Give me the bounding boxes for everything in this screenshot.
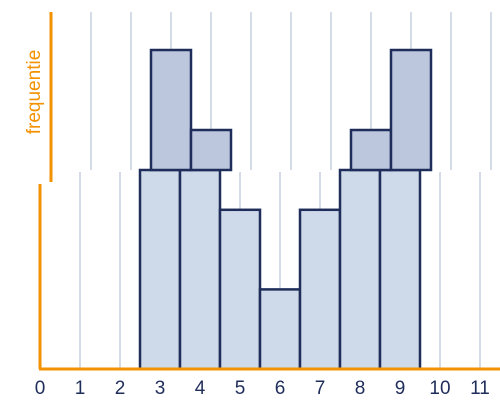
- axes: [38, 12, 500, 371]
- x-tick-label: 3: [155, 378, 166, 399]
- bottom-bar-9: [378, 168, 422, 371]
- bottom-bar-5: [218, 208, 262, 371]
- x-tick-label: 8: [355, 378, 366, 399]
- bottom-bar-8: [338, 168, 382, 371]
- x-tick-label: 11: [470, 378, 490, 399]
- x-tick-label: 0: [35, 378, 46, 399]
- bottom-bar-3: [138, 168, 182, 371]
- top-panel-bars: [149, 48, 433, 172]
- bottom-bar-6: [258, 288, 302, 371]
- x-tick-label: 5: [235, 378, 246, 399]
- top-bar-8: [349, 128, 393, 172]
- x-tick-label: 7: [315, 378, 326, 399]
- bottom-bar-4: [178, 168, 222, 371]
- x-tick-label: 6: [275, 378, 286, 399]
- top-bar-3: [149, 48, 193, 172]
- x-tick-label: 4: [195, 378, 206, 399]
- y-axis-label: frequentie: [24, 50, 45, 135]
- x-tick-labels: 0 1 2 3 4 5 6 7 8 9 10 11: [35, 378, 490, 399]
- top-bar-9: [389, 48, 433, 172]
- x-tick-label: 10: [429, 378, 450, 399]
- x-tick-label: 9: [395, 378, 406, 399]
- x-tick-label: 2: [115, 378, 126, 399]
- bottom-panel-bars: [138, 168, 422, 371]
- bottom-bar-7: [298, 208, 342, 371]
- x-tick-label: 1: [75, 378, 86, 399]
- top-bar-4: [189, 128, 233, 172]
